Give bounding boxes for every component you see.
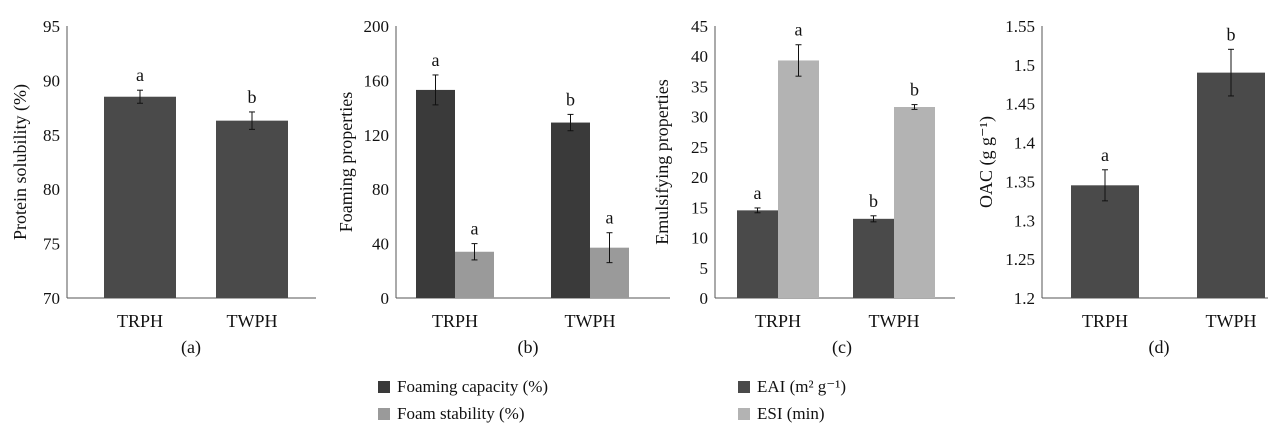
x-category-label: TRPH <box>432 311 478 331</box>
significance-letter: a <box>432 50 440 70</box>
legend-label: EAI (m² g⁻¹) <box>757 377 846 396</box>
y-tick-label: 40 <box>691 47 708 66</box>
y-tick-label: 45 <box>691 17 708 36</box>
y-tick-label: 0 <box>700 289 709 308</box>
significance-letter: a <box>606 208 614 228</box>
x-category-label: TRPH <box>117 311 163 331</box>
y-tick-label: 15 <box>691 198 708 217</box>
y-tick-label: 1.55 <box>1005 17 1035 36</box>
significance-letter: a <box>1101 145 1109 165</box>
y-tick-label: 95 <box>43 17 60 36</box>
bar <box>737 210 778 298</box>
y-tick-label: 1.3 <box>1014 211 1035 230</box>
y-tick-label: 160 <box>364 71 390 90</box>
y-tick-label: 85 <box>43 126 60 145</box>
y-tick-label: 35 <box>691 77 708 96</box>
bar <box>894 106 935 299</box>
legend-swatch <box>738 408 750 420</box>
significance-letter: b <box>566 89 575 109</box>
bar <box>778 60 819 298</box>
significance-letter: b <box>248 87 257 107</box>
y-tick-label: 70 <box>43 289 60 308</box>
y-tick-label: 20 <box>691 168 708 187</box>
y-tick-label: 1.25 <box>1005 250 1035 269</box>
x-category-label: TRPH <box>1082 311 1128 331</box>
panel-label: (b) <box>518 337 539 358</box>
x-category-label: TWPH <box>227 311 278 331</box>
x-category-label: TRPH <box>755 311 801 331</box>
panel-label: (d) <box>1149 337 1170 358</box>
legend: Foaming capacity (%) Foam stability (%) EA… <box>378 377 846 423</box>
y-tick-label: 40 <box>372 235 389 254</box>
y-axis-label: Protein solubility (%) <box>10 84 31 240</box>
y-tick-label: 120 <box>364 126 390 145</box>
y-tick-label: 1.4 <box>1014 134 1036 153</box>
y-tick-label: 1.45 <box>1005 95 1035 114</box>
x-category-label: TWPH <box>565 311 616 331</box>
y-tick-label: 30 <box>691 108 708 127</box>
y-axis-label: Foaming properties <box>336 92 356 232</box>
y-tick-label: 80 <box>372 180 389 199</box>
significance-letter: b <box>910 80 919 100</box>
y-tick-label: 0 <box>381 289 390 308</box>
y-tick-label: 5 <box>700 259 709 278</box>
significance-letter: b <box>869 191 878 211</box>
y-tick-label: 1.35 <box>1005 172 1035 191</box>
x-category-label: TWPH <box>1206 311 1257 331</box>
y-tick-label: 10 <box>691 229 708 248</box>
legend-label: ESI (min) <box>757 404 825 423</box>
bar <box>416 89 455 298</box>
bar <box>1071 185 1139 298</box>
bar <box>104 96 176 298</box>
panel-label: (c) <box>832 337 852 358</box>
significance-letter: a <box>136 65 144 85</box>
y-tick-label: 80 <box>43 180 60 199</box>
bar <box>853 218 894 298</box>
y-tick-label: 25 <box>691 138 708 157</box>
legend-swatch <box>738 381 750 393</box>
significance-letter: a <box>754 183 762 203</box>
y-axis-label: OAC (g g⁻¹) <box>976 116 997 208</box>
legend-swatch <box>378 381 390 393</box>
legend-label: Foam stability (%) <box>397 404 524 423</box>
y-tick-label: 90 <box>43 71 60 90</box>
significance-letter: a <box>471 219 479 239</box>
y-tick-label: 1.5 <box>1014 56 1035 75</box>
chart-panel-a: 70 75 80 85 90 95 Protein solubility (%) a TRPH b… <box>10 17 316 358</box>
chart-panel-b: 0 40 80 120 160 200 Foaming properties a a TRPH b a… <box>336 17 670 358</box>
y-axis-label: Emulsifying properties <box>652 79 672 244</box>
bar <box>1197 72 1265 298</box>
significance-letter: a <box>795 20 803 40</box>
significance-letter: b <box>1227 24 1236 44</box>
chart-panel-d: 1.2 1.25 1.3 1.35 1.4 1.45 1.5 1.55 OAC (g g⁻¹) a… <box>976 17 1268 358</box>
x-category-label: TWPH <box>869 311 920 331</box>
bar <box>551 122 590 298</box>
panel-label: (a) <box>181 337 201 358</box>
chart-panel-c: 0 5 10 15 20 25 30 35 40 45 Emulsifying properties… <box>652 17 955 358</box>
bar <box>216 120 288 298</box>
y-tick-label: 1.2 <box>1014 289 1035 308</box>
y-tick-label: 75 <box>43 235 60 254</box>
legend-swatch <box>378 408 390 420</box>
y-tick-label: 200 <box>364 17 390 36</box>
legend-label: Foaming capacity (%) <box>397 377 548 396</box>
